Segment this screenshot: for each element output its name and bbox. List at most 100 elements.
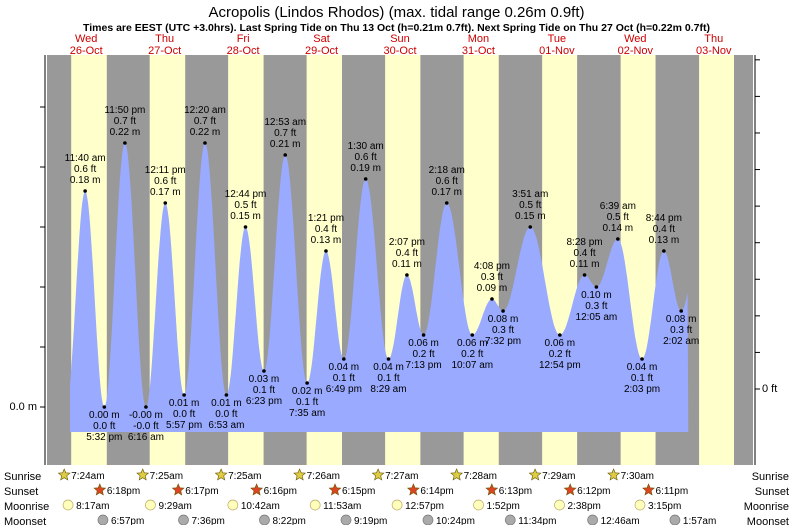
- sunrise-icon: [528, 468, 542, 481]
- y-tick-left: 0.0 m: [9, 401, 37, 413]
- tide-label: 0.17 m: [150, 187, 181, 198]
- tide-label: 2:07 pm: [389, 237, 425, 248]
- moonrise-time: 10:42am: [241, 501, 280, 512]
- moonset-time: 11:34pm: [518, 516, 556, 525]
- tide-label: 12:20 am: [184, 105, 226, 116]
- moonset-icon: [178, 514, 189, 526]
- moonrise-time: 11:53am: [323, 501, 361, 512]
- day-of-week: Thu: [704, 33, 723, 45]
- sunrise-time: 7:27am: [385, 471, 418, 482]
- row-label-right: Sunrise: [752, 471, 789, 483]
- moonrise-time: 1:52pm: [487, 501, 520, 512]
- moonrise-icon: [391, 499, 403, 511]
- tide-label: 0.3 ft: [481, 272, 503, 283]
- tide-point: [470, 333, 475, 337]
- tide-label: 0.11 m: [392, 259, 422, 270]
- moonrise-icon: [554, 499, 565, 511]
- tide-label: 0.15 m: [230, 211, 261, 222]
- moonset-icon: [504, 514, 516, 526]
- tide-label: 0.01 m: [169, 398, 200, 409]
- tide-point: [386, 357, 391, 361]
- tide-label: 8:29 am: [370, 384, 406, 395]
- tide-label: 0.22 m: [190, 127, 221, 138]
- tide-point: [421, 333, 426, 337]
- sunset-time: 6:15pm: [342, 486, 375, 497]
- day-of-week: Sat: [313, 33, 330, 45]
- tide-label: 0.0 ft: [93, 421, 115, 432]
- moonset-time: 9:19pm: [354, 516, 387, 525]
- tide-label: 6:16 am: [128, 432, 164, 443]
- sunset-time: 6:13pm: [499, 486, 532, 497]
- tide-label: 7:13 pm: [406, 360, 442, 371]
- tide-label: 0.4 ft: [396, 248, 418, 259]
- tide-label: 0.10 m: [581, 290, 612, 301]
- tide-label: 0.22 m: [110, 127, 141, 138]
- sunrise-icon: [214, 468, 228, 481]
- tide-label: -0.0 ft: [133, 421, 159, 432]
- sunset-time: 6:12pm: [577, 486, 610, 497]
- tide-label: 0.6 ft: [74, 164, 96, 175]
- sunrise-time: 7:24am: [71, 471, 104, 482]
- tide-point: [679, 309, 684, 313]
- day-of-week: Thu: [155, 33, 174, 45]
- tide-label: 0.19 m: [350, 163, 381, 174]
- tide-label: 0.4 ft: [573, 248, 595, 259]
- moonset-time: 1:57am: [683, 516, 716, 525]
- tide-point: [405, 273, 409, 277]
- day-date: 03-Nov: [696, 45, 732, 57]
- sunset-time: 6:18pm: [107, 486, 140, 497]
- tide-point: [182, 393, 186, 397]
- tide-label: 0.08 m: [488, 314, 519, 325]
- tide-label: 2:02 am: [663, 336, 699, 347]
- moonrise-icon: [62, 499, 74, 511]
- tide-label: 0.1 ft: [377, 373, 399, 384]
- tide-label: 0.06 m: [408, 338, 439, 349]
- tide-label: 8:44 pm: [646, 213, 682, 224]
- sun-moon-table: Sunrise Sunrise Sunset Sunset Moonrise Moonri…: [4, 468, 789, 528]
- moonrise-icon: [145, 499, 156, 511]
- tide-label: 6:23 pm: [246, 396, 282, 407]
- tide-label: 6:49 pm: [326, 384, 362, 395]
- tide-label: 0.2 ft: [412, 349, 434, 360]
- row-label-left: Sunset: [4, 486, 38, 498]
- day-labels: Wed26-OctThu27-OctFri28-OctSat29-OctSun3…: [70, 33, 732, 57]
- tide-point: [342, 357, 346, 361]
- tide-label: 12:54 pm: [539, 360, 581, 371]
- day-date: 01-Nov: [539, 45, 575, 57]
- tide-label: 12:11 pm: [145, 165, 186, 176]
- tide-label: 1:21 pm: [308, 213, 344, 224]
- sunset-icon: [406, 483, 420, 496]
- tide-point: [528, 225, 533, 229]
- sunset-icon: [642, 483, 655, 496]
- sunset-icon: [171, 483, 185, 496]
- tide-point: [305, 381, 309, 385]
- tide-label: 11:40 am: [65, 153, 106, 164]
- tide-label: 0.04 m: [373, 362, 404, 373]
- tide-point: [594, 285, 599, 289]
- tide-label: 0.5 ft: [607, 212, 629, 223]
- tide-area: [69, 143, 689, 432]
- moonrise-icon: [309, 499, 321, 511]
- tide-label: 8:28 pm: [566, 237, 602, 248]
- row-label-right: Moonset: [747, 516, 789, 525]
- tide-label: 0.0 ft: [215, 409, 237, 420]
- sunset-icon: [328, 483, 342, 496]
- tide-label: 0.4 ft: [653, 224, 675, 235]
- tide-label: 0.7 ft: [194, 116, 216, 127]
- tide-curve: [69, 143, 689, 432]
- tide-point: [582, 273, 587, 277]
- day-date: 29-Oct: [305, 45, 338, 57]
- tide-label: 0.13 m: [311, 235, 342, 246]
- tide-label: 0.01 m: [211, 398, 242, 409]
- day-date: 02-Nov: [618, 45, 654, 57]
- moonrise-time: 8:17am: [76, 501, 109, 512]
- tide-point: [558, 333, 562, 337]
- moonrise-time: 12:57pm: [405, 501, 444, 512]
- sunrise-icon: [371, 468, 385, 481]
- moonset-icon: [587, 514, 598, 526]
- moonrise-time: 3:15pm: [648, 501, 681, 512]
- row-label-right: Moonrise: [744, 501, 789, 513]
- tide-label: 7:32 pm: [485, 336, 521, 347]
- tide-label: 0.1 ft: [253, 385, 275, 396]
- tide-label: 0.1 ft: [333, 373, 355, 384]
